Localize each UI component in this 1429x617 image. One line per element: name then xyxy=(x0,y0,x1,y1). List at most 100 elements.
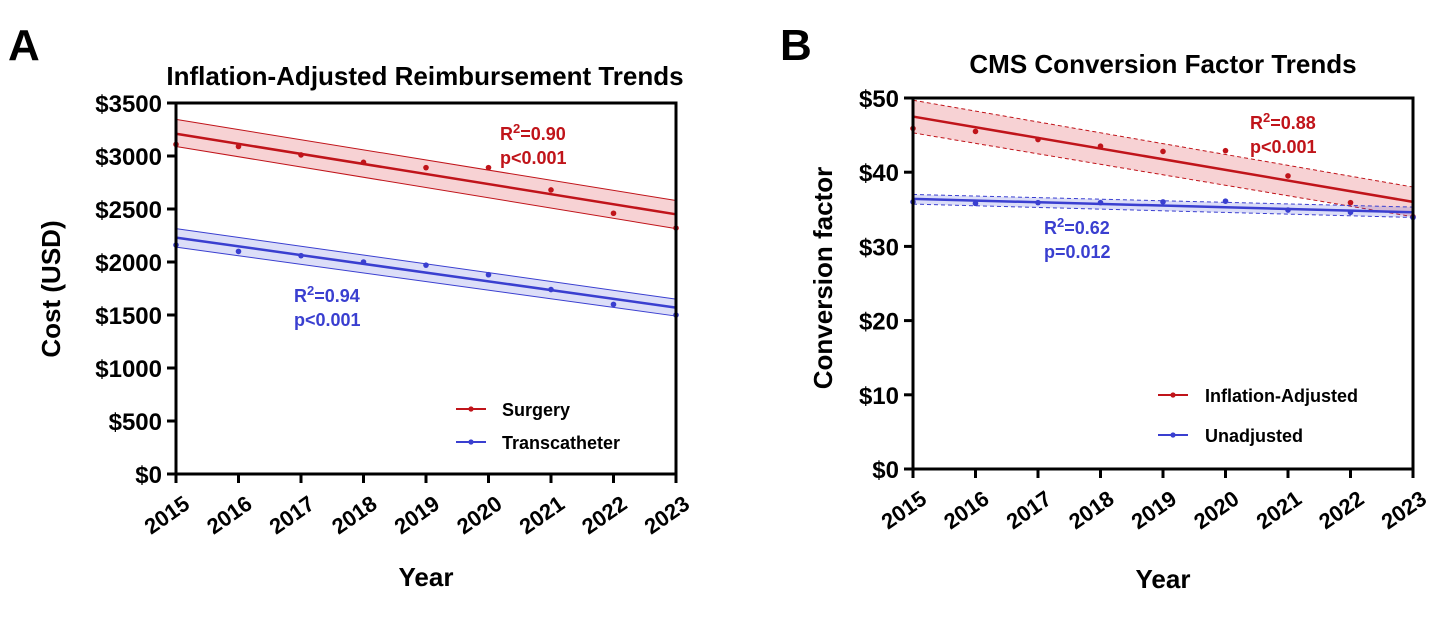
legend-label: Unadjusted xyxy=(1205,426,1303,446)
y-tick-label: $10 xyxy=(859,383,899,410)
panel-a-y-ticks: $0 $500 $1000 $1500 $2000 $2500 $3000 $3500 xyxy=(95,91,176,489)
fit-line-series-1 xyxy=(175,236,677,309)
panel-a-legend: Surgery Transcatheter xyxy=(456,400,620,453)
x-tick-label: 2021 xyxy=(515,491,569,540)
data-point-series-1-2016 xyxy=(972,200,979,207)
panel-b-y-ticks: $0 $10 $20 $30 $40 $50 xyxy=(859,86,913,484)
y-tick-label: $3000 xyxy=(95,144,162,171)
x-tick-label: 2015 xyxy=(877,486,931,535)
data-point-series-0-2016 xyxy=(235,143,242,150)
ci-lower-edge-series-0 xyxy=(912,132,1414,218)
panel-b-fit-lines xyxy=(912,115,1414,214)
data-point-series-0-2022 xyxy=(610,210,617,217)
legend-marker xyxy=(468,406,474,412)
panel-a-x-ticks: 2015 2016 2017 2018 2019 2020 2021 2022 2023 xyxy=(140,474,694,539)
x-tick-label: 2020 xyxy=(1189,486,1243,535)
data-point-series-0-2018 xyxy=(360,159,367,166)
ci-lower-edge-series-1 xyxy=(912,203,1414,218)
data-point-series-1-2021 xyxy=(548,286,554,293)
panel-b: B CMS Conversion Factor Trends $0$10$20$… xyxy=(780,21,1429,594)
y-tick-label: $30 xyxy=(859,234,899,261)
x-tick-label: 2020 xyxy=(452,491,506,540)
panel-b-legend-item-unadjusted: Unadjusted xyxy=(1158,426,1303,446)
y-tick-label: $20 xyxy=(859,309,899,336)
x-tick-label: 2022 xyxy=(577,491,631,540)
panel-a-legend-item-surgery: Surgery xyxy=(456,400,570,420)
data-point-series-1-2018 xyxy=(1097,199,1104,206)
panel-b-unadjusted-r2: R2=0.62 xyxy=(1044,215,1110,238)
panel-a-title: Inflation-Adjusted Reimbursement Trends xyxy=(166,61,683,91)
y-tick-label: $2500 xyxy=(95,197,162,224)
x-tick-label: 2018 xyxy=(327,491,381,540)
panel-a: A Inflation-Adjusted Reimbursement Trend… xyxy=(8,21,694,592)
panel-a-x-axis-label: Year xyxy=(399,562,454,592)
y-tick-label: $0 xyxy=(872,457,899,484)
data-point-series-1-2019 xyxy=(1160,199,1166,205)
panel-b-inflation-p: p<0.001 xyxy=(1250,137,1317,157)
panel-b-unadjusted-p: p=0.012 xyxy=(1044,242,1111,262)
data-point-series-1-2019 xyxy=(423,262,429,268)
panel-b-x-axis-label: Year xyxy=(1136,564,1191,594)
x-tick-label: 2016 xyxy=(939,486,993,535)
fit-line-series-1 xyxy=(912,197,1414,214)
y-tick-label: $40 xyxy=(859,160,899,187)
x-tick-label: 2017 xyxy=(265,491,319,540)
x-tick-label: 2023 xyxy=(640,491,694,540)
ci-lower-edge-series-1 xyxy=(175,246,677,317)
x-tick-label: 2016 xyxy=(202,491,256,540)
x-tick-label: 2022 xyxy=(1314,486,1368,535)
data-point-series-0-2019 xyxy=(423,164,429,171)
data-point-series-1-2022 xyxy=(610,301,617,308)
panel-b-inflation-r2: R2=0.88 xyxy=(1250,110,1316,133)
legend-label: Surgery xyxy=(502,400,570,420)
data-point-series-1-2016 xyxy=(235,248,242,255)
panel-a-fit-lines xyxy=(175,132,677,309)
x-tick-label: 2019 xyxy=(1127,486,1181,535)
y-tick-label: $50 xyxy=(859,86,899,113)
data-point-series-0-2020 xyxy=(485,164,492,171)
x-tick-label: 2017 xyxy=(1002,486,1056,535)
data-point-series-0-2020 xyxy=(1222,147,1229,154)
panel-b-legend: Inflation-Adjusted Unadjusted xyxy=(1158,386,1358,446)
panel-b-legend-item-inflation-adjusted: Inflation-Adjusted xyxy=(1158,386,1358,406)
panel-b-title: CMS Conversion Factor Trends xyxy=(969,49,1356,79)
x-tick-label: 2015 xyxy=(140,491,194,540)
legend-marker xyxy=(1170,392,1176,398)
panel-a-ci-bands xyxy=(175,118,677,317)
panel-a-surgery-r2: R2=0.90 xyxy=(500,121,566,144)
panel-b-points xyxy=(910,125,1416,221)
panel-a-y-axis-label: Cost (USD) xyxy=(36,220,66,357)
panel-a-transcatheter-r2: R2=0.94 xyxy=(294,283,360,306)
data-point-series-1-2020 xyxy=(1222,198,1229,204)
data-point-series-1-2020 xyxy=(485,271,492,278)
panel-a-letter: A xyxy=(8,21,40,70)
legend-marker xyxy=(1170,432,1176,438)
data-point-series-1-2017 xyxy=(1035,199,1041,206)
y-tick-label: $2000 xyxy=(95,250,162,277)
ci-lower-edge-series-0 xyxy=(175,145,677,230)
y-tick-label: $3500 xyxy=(95,91,162,118)
data-point-series-0-2022 xyxy=(1347,199,1354,206)
panel-b-x-ticks: 2015 2016 2017 2018 2019 2020 2021 2022 2023 xyxy=(877,469,1429,534)
x-tick-label: 2018 xyxy=(1064,486,1118,535)
y-tick-label: $1500 xyxy=(95,303,162,330)
fit-line-series-0 xyxy=(175,132,677,216)
data-point-series-1-2017 xyxy=(298,252,304,259)
ci-upper-edge-series-1 xyxy=(912,193,1414,208)
data-point-series-0-2017 xyxy=(298,152,304,158)
data-point-series-1-2022 xyxy=(1347,209,1354,216)
legend-marker xyxy=(468,439,474,445)
data-point-series-0-2019 xyxy=(1160,148,1166,155)
legend-label: Transcatheter xyxy=(502,433,620,453)
data-point-series-0-2018 xyxy=(1097,143,1104,150)
panel-a-legend-item-transcatheter: Transcatheter xyxy=(456,433,620,453)
panel-a-transcatheter-p: p<0.001 xyxy=(294,310,361,330)
data-point-series-0-2016 xyxy=(972,128,979,135)
ci-upper-edge-series-0 xyxy=(912,99,1414,188)
panel-a-surgery-p: p<0.001 xyxy=(500,148,567,168)
panel-b-letter: B xyxy=(780,21,812,70)
x-tick-label: 2019 xyxy=(390,491,444,540)
x-tick-label: 2023 xyxy=(1377,486,1429,535)
y-tick-label: $500 xyxy=(109,409,162,436)
